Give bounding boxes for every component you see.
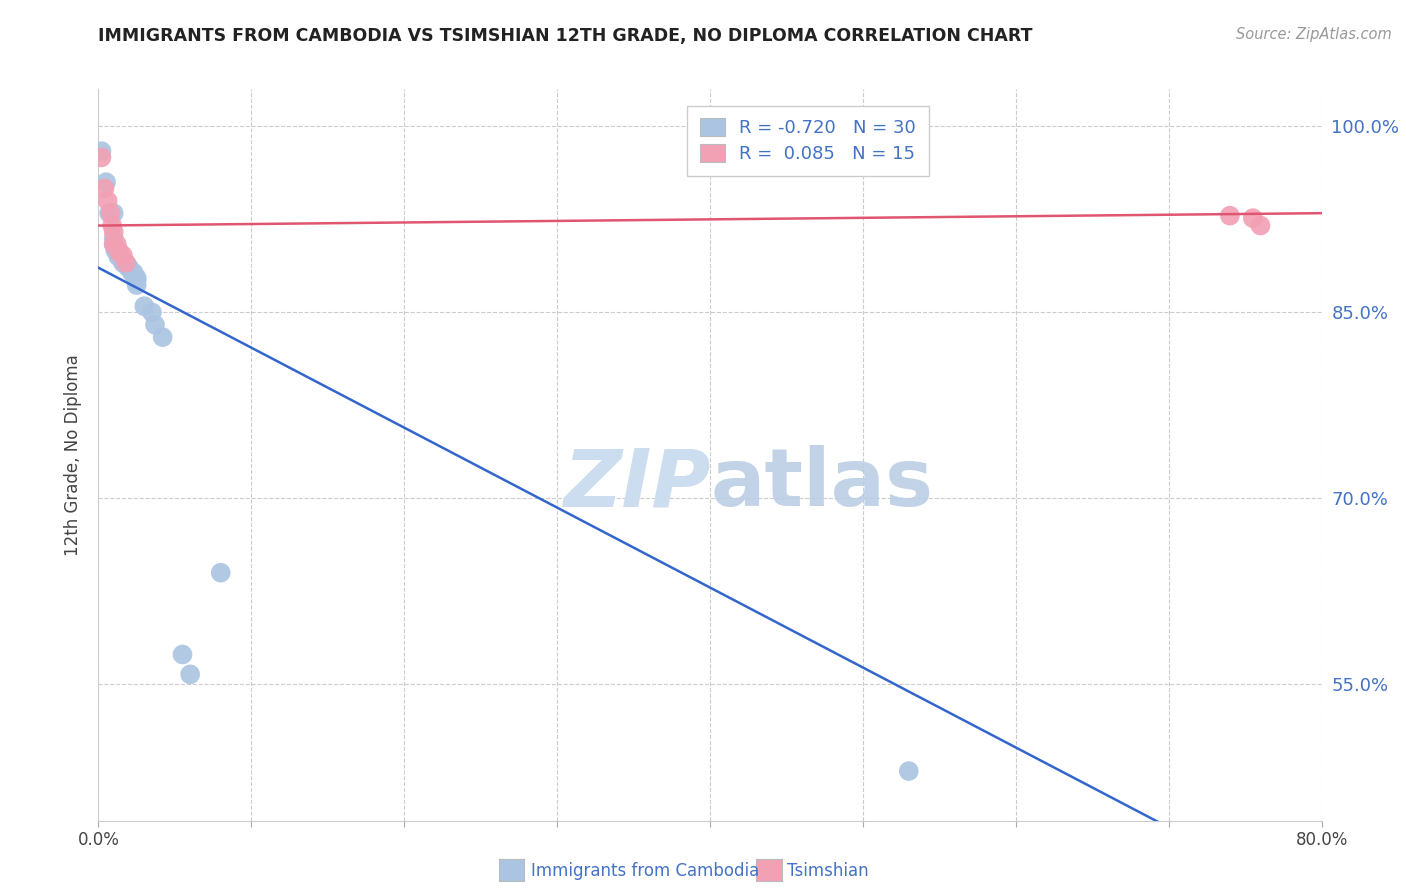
Point: [209, 566, 232, 580]
Point: [111, 248, 134, 262]
Point: [104, 244, 127, 258]
Point: [179, 667, 201, 681]
Point: [115, 258, 138, 272]
Point: [90, 150, 112, 164]
Point: [103, 237, 125, 252]
Point: [1241, 211, 1264, 226]
Point: [111, 256, 134, 270]
Y-axis label: 12th Grade, No Diploma: 12th Grade, No Diploma: [65, 354, 83, 556]
Point: [110, 252, 132, 266]
Point: [103, 231, 125, 245]
Point: [141, 305, 163, 319]
Point: [143, 318, 166, 332]
Point: [112, 256, 135, 270]
Point: [103, 237, 125, 252]
Point: [118, 260, 141, 275]
Point: [101, 219, 124, 233]
Legend: R = -0.720   N = 30, R =  0.085   N = 15: R = -0.720 N = 30, R = 0.085 N = 15: [688, 105, 929, 176]
Point: [98, 206, 121, 220]
Text: Source: ZipAtlas.com: Source: ZipAtlas.com: [1236, 27, 1392, 42]
Point: [115, 256, 138, 270]
Point: [90, 144, 112, 158]
Text: IMMIGRANTS FROM CAMBODIA VS TSIMSHIAN 12TH GRADE, NO DIPLOMA CORRELATION CHART: IMMIGRANTS FROM CAMBODIA VS TSIMSHIAN 12…: [98, 27, 1033, 45]
Point: [105, 244, 128, 258]
Point: [100, 206, 122, 220]
Point: [152, 330, 174, 344]
Point: [122, 266, 145, 280]
Point: [172, 648, 194, 662]
Point: [125, 278, 148, 293]
Point: [94, 175, 117, 189]
Point: [97, 194, 120, 208]
Text: ZIP: ZIP: [562, 445, 710, 524]
Point: [120, 263, 142, 277]
Text: Tsimshian: Tsimshian: [787, 862, 869, 880]
Point: [107, 244, 129, 258]
Point: [1219, 209, 1241, 223]
Point: [103, 206, 125, 220]
Point: [105, 237, 128, 252]
Point: [117, 258, 139, 272]
Point: [1249, 219, 1271, 233]
Point: [93, 181, 115, 195]
Point: [107, 250, 129, 264]
Point: [897, 764, 920, 778]
Point: [103, 225, 125, 239]
Point: [108, 245, 131, 260]
Text: atlas: atlas: [710, 445, 934, 524]
Point: [125, 273, 148, 287]
Point: [134, 299, 156, 313]
Text: Immigrants from Cambodia: Immigrants from Cambodia: [531, 862, 759, 880]
Point: [108, 250, 131, 264]
Point: [125, 270, 148, 285]
Point: [121, 266, 143, 280]
